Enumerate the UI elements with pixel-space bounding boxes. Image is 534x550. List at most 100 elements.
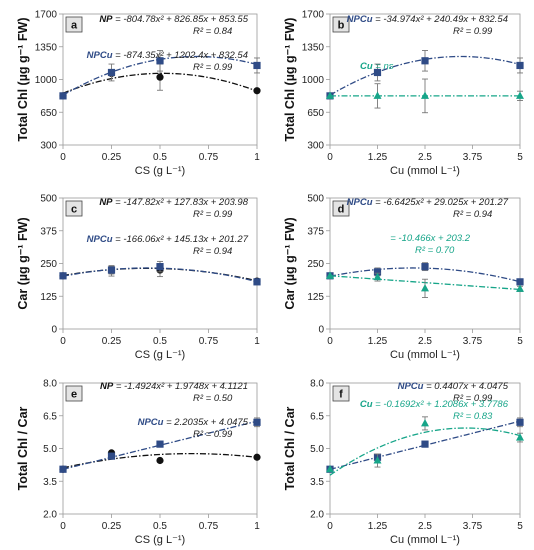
data-point-npcu [59, 92, 67, 100]
equation-r2: R² = 0.99 [193, 209, 233, 220]
x-tick-label: 0 [60, 521, 66, 532]
x-tick-label: 2.5 [418, 521, 432, 532]
x-axis-label: CS (g L⁻¹) [135, 165, 185, 177]
equation-series-label: NPCu [347, 14, 373, 25]
x-axis-label: Cu (mmol L⁻¹) [390, 165, 460, 177]
y-tick-label: 8.0 [310, 379, 324, 390]
panel-label-box [332, 385, 350, 402]
panel-label-box [65, 16, 83, 33]
trend-line-cu [329, 427, 521, 476]
x-tick-label: 1.25 [368, 152, 388, 163]
data-point-npcu [253, 61, 261, 70]
chart-panel-e: 2.0 3.5 5.0 6.5 8.0 0 0.25 0.5 0.75 1 CS (g L⁻¹) To… [16, 379, 261, 546]
data-point-npcu [516, 278, 524, 286]
y-axis-label: Car (µg g⁻¹ FW) [283, 217, 297, 309]
data-point-cu [516, 433, 524, 441]
x-tick-label: 5 [517, 521, 523, 532]
y-tick-label: 1000 [302, 75, 325, 86]
data-point-npcu [59, 272, 67, 280]
panel-label: c [71, 204, 77, 216]
x-axis-label: Cu (mmol L⁻¹) [390, 349, 460, 361]
equation-series-label: NP [99, 197, 113, 208]
x-tick-label: 3.75 [463, 336, 483, 347]
data-point-npcu [516, 61, 524, 70]
x-tick-label: 5 [517, 336, 523, 347]
equation-series-label: Cu [360, 399, 373, 410]
data-point-npcu [253, 278, 261, 286]
chart-panel-f: 2.0 3.5 5.0 6.5 8.0 0 1.25 2.5 3.75 5 Cu (mmol L⁻¹… [283, 379, 524, 546]
equation-formula: = -34.974x² + 240.49x + 832.54 [373, 14, 508, 25]
y-axis-label: Total Chl (µg g⁻¹ FW) [16, 18, 30, 142]
equation-r2: R² = 0.99 [193, 62, 233, 73]
equation-text: NP = -804.78x² + 826.85x + 853.55 [99, 14, 248, 25]
trend-line-npcu [62, 420, 258, 470]
y-axis-label: Total Chl / Car [283, 406, 297, 490]
equation-r2: R² = 0.94 [193, 246, 232, 257]
x-tick-label: 0 [327, 336, 333, 347]
equation-formula: = -0.1692x² + 1.2086x + 3.7786 [373, 399, 509, 410]
y-tick-label: 500 [307, 194, 324, 205]
chart-panel-b: 300 650 1000 1350 1700 0 1.25 2.5 3.75 5 Cu (mmol … [283, 10, 524, 177]
x-tick-label: 0.5 [153, 152, 167, 163]
equation-series-label: NPCu [347, 197, 373, 208]
x-tick-label: 3.75 [463, 521, 483, 532]
data-point-cu [516, 91, 524, 99]
equation-series-label: NPCu [87, 234, 113, 245]
y-tick-label: 650 [40, 108, 57, 119]
x-tick-label: 0 [60, 152, 66, 163]
x-tick-label: 3.75 [463, 152, 483, 163]
equation-formula: = -10.466x + 203.2 [390, 233, 470, 244]
equation-text: Cu = -0.1692x² + 1.2086x + 3.7786 [360, 399, 509, 410]
data-point-npcu [421, 263, 429, 271]
y-tick-label: 250 [40, 259, 57, 270]
y-tick-label: 375 [307, 226, 324, 237]
equation-r2: R² = 0.94 [453, 209, 492, 220]
data-point-npcu [373, 268, 382, 276]
y-tick-label: 300 [307, 141, 324, 152]
x-tick-label: 2.5 [418, 152, 432, 163]
data-point-npcu [421, 57, 429, 65]
x-axis-label: CS (g L⁻¹) [135, 349, 185, 361]
y-tick-label: 300 [40, 141, 57, 152]
equation-text: NP = -147.82x² + 127.83x + 203.98 [99, 197, 248, 208]
equation-text: NPCu = -6.6425x² + 29.025x + 201.27 [347, 197, 509, 208]
y-axis-label: Car (µg g⁻¹ FW) [16, 217, 30, 309]
equation-r2: R² = 0.99 [453, 26, 493, 37]
x-tick-label: 0.75 [199, 521, 219, 532]
data-point-cu [421, 418, 429, 427]
data-point-cu [421, 91, 429, 99]
x-tick-label: 0.25 [102, 152, 122, 163]
equation-series-label: Cu [360, 61, 373, 72]
equation-text: NPCu = -34.974x² + 240.49x + 832.54 [347, 14, 508, 25]
y-axis-label: Total Chl (µg g⁻¹ FW) [283, 18, 297, 142]
y-tick-label: 6.5 [43, 411, 57, 422]
data-point-cu [373, 91, 382, 99]
data-point-cu [421, 283, 429, 292]
x-tick-label: 1 [254, 521, 260, 532]
x-tick-label: 5 [517, 152, 523, 163]
data-point-npcu [107, 266, 116, 274]
x-tick-label: 0.75 [199, 152, 219, 163]
equation-series-label: NPCu [398, 381, 424, 392]
data-point-npcu [107, 452, 116, 460]
panel-label: a [71, 20, 78, 32]
chart-panel-a: 300 650 1000 1350 1700 0 0.25 0.5 0.75 1 CS (g L⁻¹… [16, 10, 261, 177]
equation-r2: R² = 0.70 [415, 245, 455, 256]
equation-text: = -10.466x + 203.2 [390, 233, 470, 244]
y-tick-label: 500 [40, 194, 57, 205]
trend-line-npcu [329, 55, 521, 96]
y-tick-label: 375 [40, 226, 57, 237]
data-point-cu [373, 456, 382, 464]
data-point-cu [326, 91, 334, 99]
y-tick-label: 1350 [35, 42, 58, 53]
data-point-np [253, 87, 261, 95]
x-tick-label: 0.25 [102, 521, 122, 532]
data-point-cu [373, 272, 382, 281]
equation-text: NPCu = 0.4407x + 4.0475 [398, 381, 509, 392]
data-point-npcu [156, 57, 164, 65]
y-tick-label: 2.0 [310, 510, 324, 521]
y-tick-label: 5.0 [310, 444, 324, 455]
equation-series-label: NPCu [138, 417, 164, 428]
x-axis-label: Cu (mmol L⁻¹) [390, 534, 460, 546]
